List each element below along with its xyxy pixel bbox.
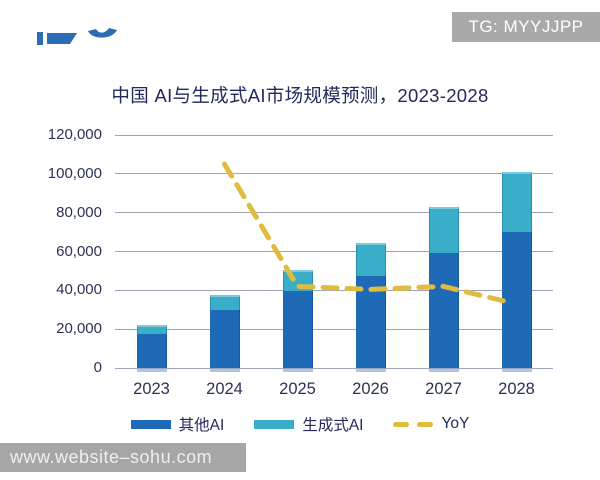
gridline: [115, 212, 553, 214]
tg-watermark-badge: TG: MYYJJPP: [452, 12, 600, 42]
gridline: [115, 134, 553, 136]
bar-base-strip: [209, 369, 240, 372]
y-axis-tick-label: 80,000: [56, 203, 102, 221]
y-axis-tick-label: 0: [93, 359, 102, 376]
x-axis-tick-label: 2028: [498, 380, 535, 398]
legend-item-yoy: YoY: [393, 415, 469, 433]
tg-watermark-text: TG: MYYJJPP: [468, 17, 584, 36]
bar-base-strip: [501, 369, 532, 372]
bar-base-strip: [428, 369, 459, 372]
y-axis-tick-label: 100,000: [47, 164, 102, 182]
bar-segment-generative-ai: [209, 295, 240, 310]
bar-base-strip: [136, 369, 167, 372]
watermark-band: www.website–sohu.com: [0, 443, 246, 472]
x-axis-tick-label: 2027: [425, 380, 462, 398]
legend-item-生成式AI: 生成式AI: [254, 413, 363, 435]
legend-label: 其他AI: [178, 417, 225, 434]
chart-legend: 其他AI 生成式AI YoY: [0, 413, 600, 435]
cropped-logo-icon: [37, 28, 117, 45]
gridline: [115, 251, 553, 252]
bar-segment-generative-ai: [282, 269, 313, 292]
gridline: [115, 173, 553, 175]
x-axis-tick-label: 2024: [206, 380, 243, 398]
watermark-text: www.website–sohu.com: [10, 447, 213, 467]
x-axis-tick-label: 2025: [279, 380, 316, 398]
legend-swatch-icon: [254, 419, 295, 429]
bar-segment-other-ai: [501, 232, 532, 368]
bar-segment-other-ai: [209, 309, 240, 368]
legend-item-其他AI: 其他AI: [130, 413, 225, 435]
bar-segment-generative-ai: [136, 325, 167, 335]
bar-segment-generative-ai: [428, 206, 459, 254]
y-axis-tick-label: 120,000: [47, 126, 102, 143]
legend-swatch-icon: [130, 419, 171, 429]
bar-segment-generative-ai: [501, 171, 532, 233]
bar-segment-other-ai: [282, 291, 313, 368]
gridline: [115, 367, 553, 369]
bar-segment-other-ai: [136, 334, 167, 368]
gridline: [115, 328, 553, 330]
bar-base-strip: [355, 369, 386, 372]
legend-dash-icon: [417, 421, 434, 427]
bar-base-strip: [282, 369, 313, 372]
legend-label: 生成式AI: [302, 417, 364, 434]
legend-dashes-icon: [393, 421, 434, 427]
bar-segment-other-ai: [428, 253, 459, 368]
x-axis-tick-label: 2026: [352, 380, 389, 398]
chart-title: 中国 AI与生成式AI市场规模预测，2023-2028: [111, 85, 489, 106]
cropped-logo: [36, 22, 126, 48]
x-axis-tick-label: 2023: [133, 380, 170, 398]
legend-dash-icon: [393, 421, 410, 427]
bar-segment-generative-ai: [355, 242, 386, 276]
y-axis-tick-label: 40,000: [56, 281, 102, 299]
gridline: [115, 289, 553, 291]
y-axis-tick-label: 20,000: [56, 320, 102, 338]
y-axis-tick-label: 60,000: [56, 242, 102, 260]
legend-label: YoY: [441, 415, 470, 432]
bar-segment-other-ai: [355, 275, 386, 368]
